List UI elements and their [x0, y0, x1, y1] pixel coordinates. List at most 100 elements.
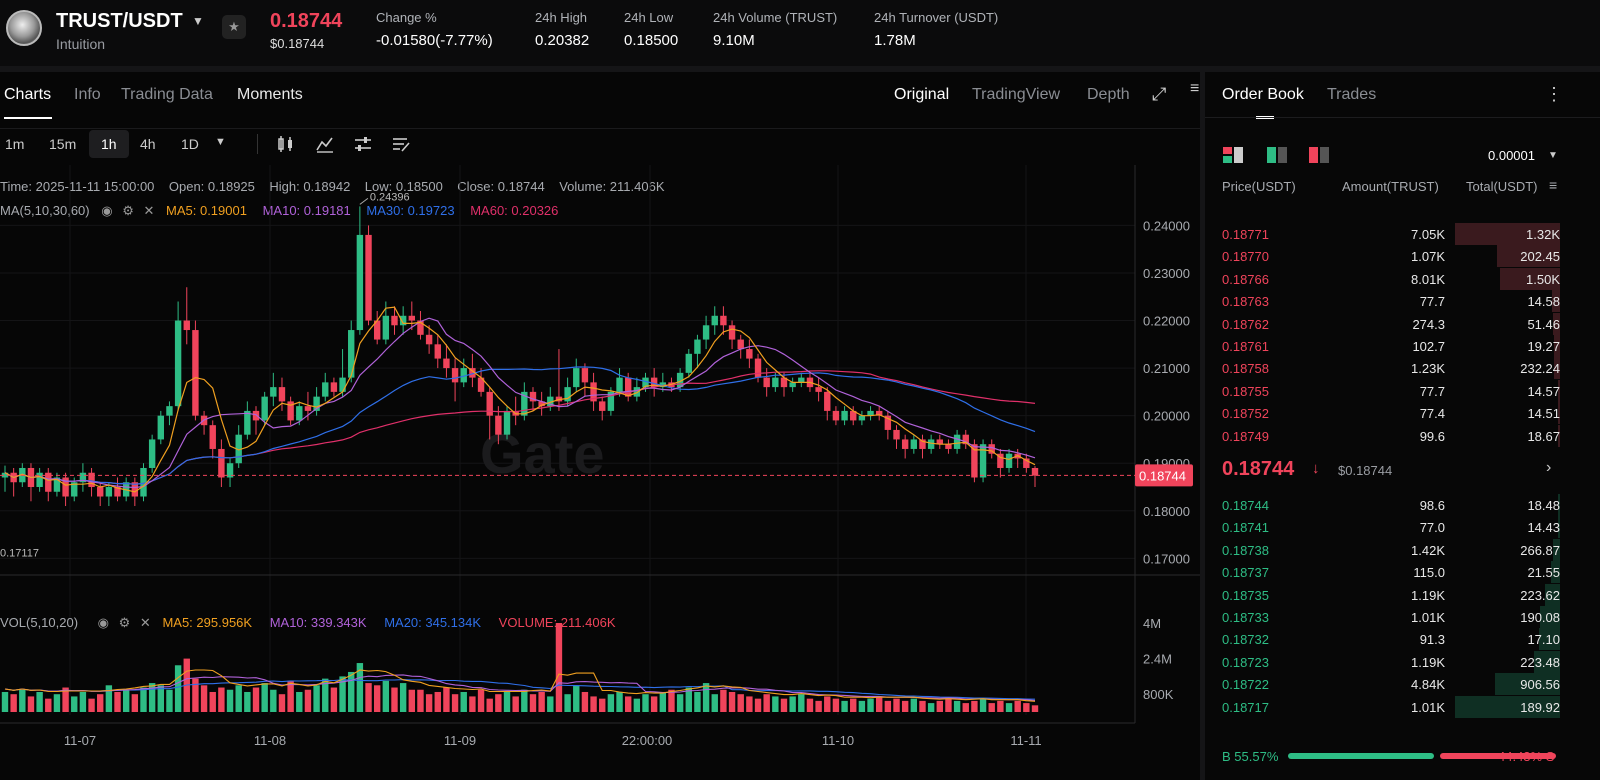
interval-1d[interactable]: 1D — [181, 136, 199, 152]
time-axis-label: 22:00:00 — [622, 733, 673, 748]
orderbook-divider — [1205, 117, 1600, 118]
price-down-arrow-icon: ↓ — [1312, 460, 1320, 477]
interval-4h[interactable]: 4h — [140, 136, 156, 152]
more-options-icon[interactable]: ⋮ — [1545, 84, 1563, 104]
bid-row[interactable]: 0.18737 115.0 21.55 — [1205, 561, 1600, 584]
tab-trading-data[interactable]: Trading Data — [121, 86, 213, 103]
close-icon[interactable]: ✕ — [143, 203, 155, 218]
volume-bar — [772, 696, 779, 712]
stat-value-volume: 9.10M — [713, 32, 755, 49]
volume-bar — [114, 691, 121, 712]
bid-row[interactable]: 0.18744 98.6 18.48 — [1205, 494, 1600, 516]
candlestick-type-icon[interactable] — [276, 134, 296, 154]
fullscreen-icon[interactable]: ⤢ — [1152, 84, 1167, 104]
candle-body — [296, 406, 303, 421]
volume-bar — [270, 689, 277, 712]
ask-row[interactable]: 0.18771 7.05K 1.32K — [1205, 223, 1600, 245]
candle-body — [746, 349, 753, 359]
ask-row[interactable]: 0.18752 77.4 14.51 — [1205, 402, 1600, 425]
candle-body — [953, 434, 961, 449]
gear-icon[interactable]: ⚙ — [122, 203, 134, 218]
volume-bar — [71, 696, 78, 712]
bid-row[interactable]: 0.18717 1.01K 189.92 — [1205, 695, 1600, 718]
time-axis-label: 11-09 — [444, 733, 476, 748]
candle-body — [469, 368, 476, 378]
volume-bar — [997, 700, 1004, 712]
volume-bar — [157, 685, 164, 712]
ohlc-time: Time: 2025-11-11 15:00:00 — [0, 179, 155, 194]
tab-moments[interactable]: Moments — [237, 86, 303, 103]
row-price: 0.18723 — [1222, 654, 1269, 670]
bid-row[interactable]: 0.18735 1.19K 223.62 — [1205, 583, 1600, 606]
tab-order-book[interactable]: Order Book — [1222, 86, 1304, 103]
candle-body — [287, 401, 294, 421]
interval-dropdown-icon[interactable]: ▼ — [215, 136, 226, 148]
candle-body — [867, 410, 874, 416]
ask-row[interactable]: 0.18761 102.7 19.27 — [1205, 335, 1600, 357]
bid-row[interactable]: 0.18732 91.3 17.10 — [1205, 628, 1600, 651]
pair-selector[interactable]: TRUST/USDT — [56, 10, 183, 32]
ask-row[interactable]: 0.18758 1.23K 232.24 — [1205, 357, 1600, 380]
interval-15m[interactable]: 15m — [49, 136, 77, 152]
depth-bar — [1557, 379, 1560, 402]
interval-1m[interactable]: 1m — [5, 136, 25, 152]
tab-charts[interactable]: Charts — [4, 86, 52, 103]
tab-info[interactable]: Info — [74, 86, 101, 103]
chevron-right-icon[interactable]: › — [1546, 459, 1552, 476]
bid-row[interactable]: 0.18733 1.01K 190.08 — [1205, 606, 1600, 628]
price-chart[interactable]: 0.240000.230000.220000.210000.200000.190… — [0, 165, 1200, 755]
ask-row[interactable]: 0.18762 274.3 51.46 — [1205, 312, 1600, 335]
favorite-star-icon[interactable]: ★ — [222, 15, 246, 39]
ohlc-volume: Volume: 211.406K — [559, 179, 665, 194]
depth-bar — [1533, 650, 1560, 673]
volume-bar — [780, 698, 788, 712]
candle-body — [391, 315, 398, 326]
bid-row[interactable]: 0.18723 1.19K 223.48 — [1205, 650, 1600, 673]
candle-body — [979, 444, 987, 478]
view-original[interactable]: Original — [894, 86, 950, 103]
view-asks-icon[interactable] — [1308, 146, 1330, 164]
total-toggle-icon[interactable]: ≡ — [1549, 177, 1558, 193]
candle-body — [425, 334, 433, 345]
vol-eye-icon[interactable]: ◉ — [97, 615, 110, 630]
volume-bar — [685, 687, 692, 712]
eye-icon[interactable]: ◉ — [101, 203, 113, 218]
menu-icon[interactable]: ≡ — [1190, 80, 1200, 97]
volume-bar — [806, 698, 814, 712]
volume-bar — [728, 691, 736, 712]
volume-bar — [45, 698, 52, 712]
chevron-down-icon[interactable]: ▼ — [192, 14, 204, 28]
settings-sliders-icon[interactable] — [353, 134, 373, 154]
candle-body — [486, 391, 493, 416]
vol-gear-icon[interactable]: ⚙ — [118, 615, 131, 630]
vol-ma20-line — [4, 679, 1036, 700]
candle-body — [642, 377, 649, 388]
bid-row[interactable]: 0.18738 1.42K 266.87 — [1205, 538, 1600, 561]
candle-body — [261, 396, 268, 421]
precision-select[interactable]: 0.00001 — [1488, 148, 1535, 163]
ask-row[interactable]: 0.18763 77.7 14.58 — [1205, 290, 1600, 313]
candle-body — [365, 234, 372, 321]
ask-row[interactable]: 0.18749 99.6 18.67 — [1205, 424, 1600, 447]
panel-divider[interactable] — [1200, 72, 1205, 780]
tab-trades[interactable]: Trades — [1327, 86, 1377, 103]
time-axis-label: 11-11 — [1010, 733, 1041, 748]
indicator-icon[interactable] — [315, 134, 335, 154]
view-both-icon[interactable] — [1222, 146, 1244, 164]
bid-row[interactable]: 0.18722 4.84K 906.56 — [1205, 673, 1600, 696]
row-total: 14.58 — [1527, 294, 1560, 310]
bid-row[interactable]: 0.18741 77.0 14.43 — [1205, 516, 1600, 539]
interval-1h[interactable]: 1h — [101, 136, 117, 152]
precision-chevron-icon[interactable]: ▼ — [1548, 150, 1558, 161]
candle-body — [192, 330, 199, 416]
drawing-tools-icon[interactable] — [391, 134, 411, 154]
ask-row[interactable]: 0.18766 8.01K 1.50K — [1205, 267, 1600, 290]
view-bids-icon[interactable] — [1266, 146, 1288, 164]
ask-row[interactable]: 0.18755 77.7 14.57 — [1205, 379, 1600, 402]
ask-row[interactable]: 0.18770 1.07K 202.45 — [1205, 245, 1600, 268]
view-tradingview[interactable]: TradingView — [972, 86, 1061, 103]
view-depth[interactable]: Depth — [1087, 86, 1130, 103]
volume-bar — [399, 683, 407, 712]
vol-close-icon[interactable]: ✕ — [139, 615, 151, 630]
depth-bar — [1455, 695, 1560, 718]
